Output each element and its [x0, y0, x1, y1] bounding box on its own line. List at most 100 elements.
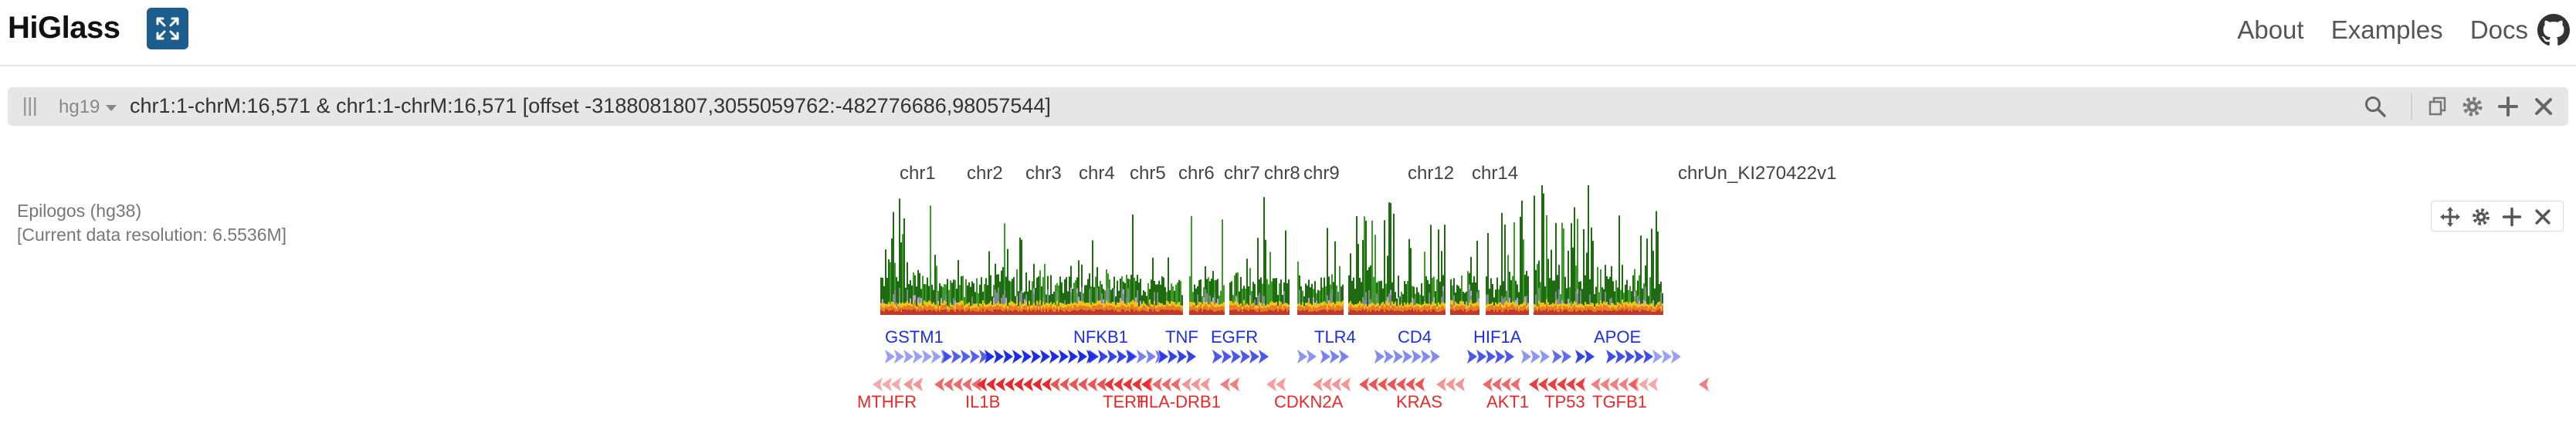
epilogos-bar	[1012, 279, 1013, 302]
epilogos-bar	[1537, 263, 1538, 307]
gene-label-egfr[interactable]: EGFR	[1211, 327, 1258, 347]
github-icon[interactable]	[2537, 14, 2570, 46]
plus-strand-arrow	[1098, 350, 1108, 364]
epilogos-bar-segment	[1524, 301, 1526, 306]
epilogos-bar-segment	[1095, 303, 1096, 306]
epilogos-bar-segment	[1606, 301, 1608, 306]
epilogos-bar-segment	[1154, 309, 1155, 315]
epilogos-bar-segment	[1308, 297, 1310, 303]
epilogos-bar-segment	[1095, 309, 1096, 315]
expand-view-button[interactable]	[147, 8, 188, 49]
minus-strand-arrow	[1266, 377, 1276, 391]
epilogos-bar-segment	[1600, 293, 1602, 301]
nav-examples-link[interactable]: Examples	[2330, 15, 2443, 44]
epilogos-bar-segment	[1243, 309, 1245, 315]
epilogos-bar-segment	[1585, 305, 1586, 310]
locus-input[interactable]: chr1:1-chrM:16,571 & chr1:1-chrM:16,571 …	[130, 94, 1051, 117]
gene-label-tert[interactable]: TERT	[1103, 392, 1147, 411]
epilogos-bar-segment	[1605, 305, 1606, 310]
epilogos-bar-segment	[1600, 305, 1602, 310]
epilogos-bar-segment	[1376, 306, 1378, 310]
epilogos-bar	[1547, 259, 1549, 303]
epilogos-bar-segment	[1192, 310, 1194, 315]
gene-annotation-track[interactable]: GSTM1 NFKB1 TNF EGFR TLR4 CD4 HIF1A APOE…	[849, 324, 1737, 417]
plus-strand-arrow	[1249, 350, 1259, 364]
gene-label-akt1[interactable]: AKT1	[1486, 392, 1529, 411]
epilogos-bar	[1444, 225, 1446, 303]
epilogos-bar	[1588, 185, 1589, 305]
gene-label-cdkn2a[interactable]: CDKN2A	[1274, 392, 1344, 411]
epilogos-bar-segment	[1554, 311, 1555, 315]
add-icon[interactable]	[2496, 94, 2520, 119]
move-icon[interactable]	[2439, 206, 2461, 228]
epilogos-bar-segment	[1416, 306, 1418, 312]
epilogos-bar-segment	[1240, 305, 1242, 310]
close-icon[interactable]	[2531, 94, 2556, 119]
gene-label-gstm1[interactable]: GSTM1	[885, 327, 944, 347]
epilogos-bar-segment	[1515, 307, 1517, 311]
epilogos-bar	[1441, 251, 1442, 297]
epilogos-bar-segment	[1391, 309, 1393, 315]
settings-icon[interactable]	[2460, 94, 2485, 119]
epilogos-track[interactable]	[880, 185, 1676, 320]
epilogos-bar	[1217, 279, 1219, 299]
epilogos-bar-segment	[1608, 304, 1609, 307]
chevron-down-icon	[106, 104, 117, 111]
epilogos-bar	[1612, 281, 1614, 303]
gene-label-tnf[interactable]: TNF	[1165, 327, 1198, 347]
epilogos-bar-segment	[948, 309, 950, 312]
epilogos-bar	[1640, 235, 1642, 304]
gene-label-il1b[interactable]: IL1B	[965, 392, 1000, 411]
gene-label-cd4[interactable]: CD4	[1398, 327, 1432, 347]
track-settings-icon[interactable]	[2470, 206, 2492, 228]
epilogos-bar-segment	[1622, 309, 1623, 315]
epilogos-bar-segment	[1362, 305, 1364, 310]
epilogos-bar-segment	[1455, 306, 1456, 311]
gene-label-hla-drb1[interactable]: HLA-DRB1	[1137, 392, 1221, 411]
copy-icon[interactable]	[2425, 94, 2449, 119]
epilogos-bar-segment	[1072, 307, 1073, 311]
epilogos-bar	[1370, 265, 1371, 299]
epilogos-bar	[1235, 272, 1237, 296]
app-logo[interactable]: HiGlass	[8, 11, 120, 45]
gene-label-tp53[interactable]: TP53	[1544, 392, 1585, 411]
nav-about-link[interactable]: About	[2237, 15, 2304, 44]
epilogos-bar-segment	[1628, 310, 1629, 315]
epilogos-bar	[1574, 207, 1575, 302]
plus-strand-arrow	[1089, 350, 1099, 364]
nav-docs-link[interactable]: Docs	[2469, 15, 2528, 44]
epilogos-bar	[1205, 266, 1206, 289]
epilogos-bar-segment	[1489, 304, 1490, 306]
track-close-icon[interactable]	[2532, 206, 2554, 228]
epilogos-bar-segment	[1215, 306, 1217, 312]
epilogos-bar	[1549, 278, 1551, 305]
epilogos-bar-segment	[1370, 299, 1371, 304]
gene-label-kras[interactable]: KRAS	[1396, 392, 1442, 411]
epilogos-bar-segment	[1649, 310, 1651, 315]
epilogos-bar-segment	[1168, 305, 1169, 310]
epilogos-bar-segment	[1526, 305, 1527, 309]
assembly-select[interactable]: hg19	[59, 96, 117, 118]
epilogos-bar	[1463, 291, 1464, 302]
epilogos-bar	[1316, 293, 1317, 301]
track-add-icon[interactable]	[2501, 206, 2523, 228]
gene-label-nfkb1[interactable]: NFKB1	[1073, 327, 1128, 347]
gene-label-tgfb1[interactable]: TGFB1	[1592, 392, 1647, 411]
epilogos-bar-segment	[954, 305, 956, 310]
epilogos-bar-segment	[1631, 311, 1632, 315]
gene-label-tlr4[interactable]: TLR4	[1314, 327, 1356, 347]
gene-label-mthfr[interactable]: MTHFR	[857, 392, 917, 411]
epilogos-bar-segment	[1212, 306, 1214, 311]
epilogos-bar-segment	[1510, 310, 1512, 315]
epilogos-bar	[1541, 185, 1543, 303]
epilogos-bar-segment	[1461, 300, 1463, 306]
search-icon[interactable]	[2363, 94, 2388, 119]
drag-handle-icon[interactable]	[23, 96, 37, 117]
epilogos-bar	[1353, 277, 1354, 306]
epilogos-bar	[1412, 286, 1413, 298]
gene-label-apoe[interactable]: APOE	[1594, 327, 1641, 347]
epilogos-bar-segment	[1029, 309, 1030, 315]
gene-label-hif1a[interactable]: HIF1A	[1473, 327, 1522, 347]
epilogos-bar-segment	[1101, 303, 1103, 305]
epilogos-bar-segment	[1478, 298, 1480, 303]
